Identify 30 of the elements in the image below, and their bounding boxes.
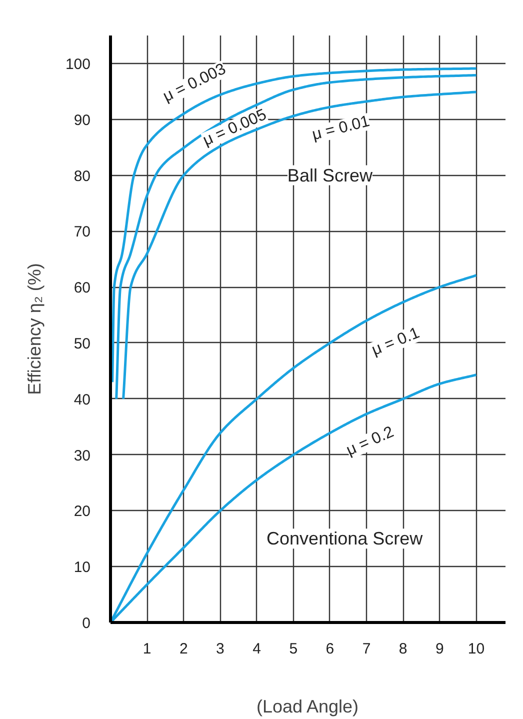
y-tick-label: 30 [74, 447, 91, 464]
annotation: Conventiona Screw [266, 528, 424, 549]
text: μ = 0.2 [344, 424, 396, 460]
text: μ = 0.005 [200, 106, 270, 150]
y-tick-label: 0 [82, 615, 90, 632]
x-tick-label: 8 [398, 640, 408, 658]
y-tick-label: 80 [74, 168, 91, 185]
y-tick-label: 100 [65, 56, 91, 73]
y-tick-label: 20 [74, 503, 91, 520]
x-tick-label: 4 [252, 640, 261, 658]
x-axis-title: (Load Angle) [256, 696, 359, 716]
text: μ = 0.1 [370, 324, 422, 360]
x-tick-label: 3 [216, 640, 224, 658]
text: μ = 0.003 [160, 60, 229, 106]
y-tick-label: 70 [74, 224, 91, 241]
y-tick-label: 10 [74, 559, 91, 576]
x-tick-label: 7 [362, 640, 371, 658]
annotation: Ball Screw [287, 165, 374, 186]
x-tick-label: 1 [142, 640, 152, 658]
y-tick-label: 90 [74, 112, 91, 129]
y-axis-title: Efficiency η₂ (%) [24, 263, 44, 395]
x-tick-label: 2 [179, 640, 188, 658]
y-tick-label: 40 [74, 391, 91, 408]
y-tick-label: 50 [74, 335, 91, 352]
y-tick-label: 60 [74, 280, 91, 297]
x-tick-label: 5 [289, 640, 298, 658]
text: μ = 0.01 [310, 113, 372, 144]
x-tick-label: 10 [468, 640, 485, 658]
x-tick-label: 6 [326, 640, 334, 658]
x-tick-label: 9 [435, 640, 444, 658]
